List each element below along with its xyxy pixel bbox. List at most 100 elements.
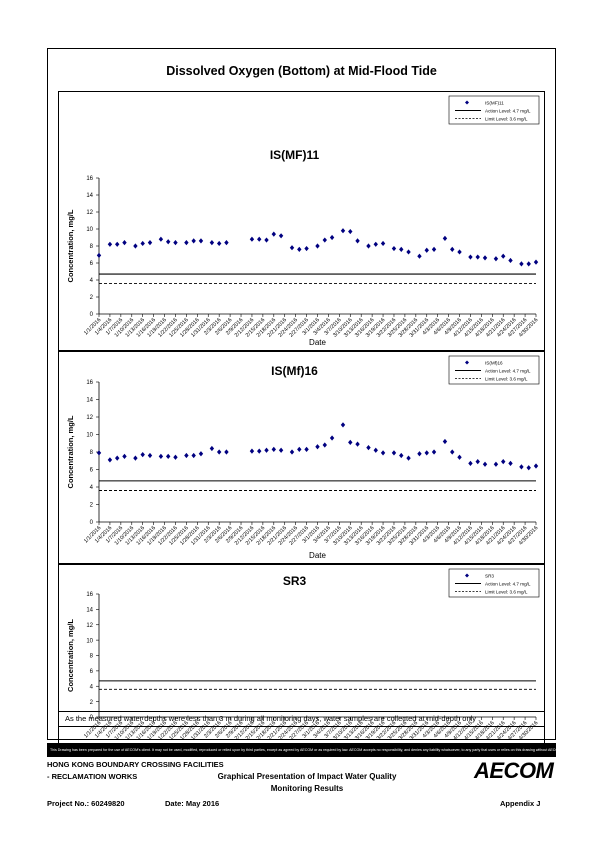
y-tick-label: 8: [90, 244, 94, 250]
data-point: [198, 238, 204, 244]
data-point: [519, 464, 524, 470]
legend-box: [448, 355, 540, 385]
y-tick-label: 6: [90, 669, 94, 675]
project-name-line-2: - RECLAMATION WORKS: [47, 772, 138, 781]
data-point: [315, 444, 320, 450]
data-point: [526, 261, 531, 267]
data-point: [329, 435, 335, 441]
sampling-note: As the measured water depths were less t…: [58, 711, 545, 727]
data-point: [133, 455, 138, 461]
y-tick-label: 10: [86, 227, 93, 233]
data-point: [278, 447, 284, 453]
data-point: [380, 450, 386, 456]
data-point: [191, 238, 196, 244]
y-tick-label: 12: [86, 210, 93, 216]
data-point: [304, 245, 309, 252]
y-tick-label: 4: [90, 485, 94, 491]
legend-entry: Action Level: 4.7 mg/L: [485, 368, 531, 373]
chart-title: SR3: [283, 574, 307, 588]
y-tick-label: 14: [86, 608, 93, 614]
legend-box: [448, 568, 540, 598]
data-point: [501, 253, 506, 259]
data-point: [184, 240, 189, 246]
y-axis-label: Concentration, mg/L: [66, 619, 75, 692]
data-point: [329, 234, 335, 241]
legend-entry: IS(Mf)16: [485, 360, 503, 365]
chart-title: IS(Mf)16: [271, 364, 318, 378]
data-point: [493, 461, 499, 467]
y-tick-label: 14: [86, 398, 93, 404]
data-point: [442, 235, 448, 241]
y-tick-label: 6: [90, 261, 94, 267]
data-point: [322, 237, 327, 243]
data-point: [373, 241, 378, 247]
data-point: [482, 255, 488, 261]
legend-marker: [465, 100, 469, 105]
data-point: [406, 455, 411, 461]
data-point: [271, 446, 276, 452]
data-point: [475, 254, 480, 260]
data-point: [107, 457, 113, 463]
y-tick-label: 2: [90, 295, 94, 301]
data-point: [391, 450, 397, 456]
data-point: [289, 245, 295, 251]
legend-entry: Limit Level: 3.6 mg/L: [485, 376, 528, 381]
data-point: [399, 246, 404, 252]
y-axis-label: Concentration, mg/L: [66, 209, 75, 282]
data-point: [165, 239, 171, 245]
data-point: [224, 240, 229, 246]
chart-title: IS(MF)11: [270, 148, 320, 162]
drawing-frame: Dissolved Oxygen (Bottom) at Mid-Flood T…: [47, 48, 556, 755]
data-point: [366, 445, 371, 451]
chart-svg: IS(Mf)1602468101214161/1/20161/4/20161/7…: [66, 355, 540, 560]
data-point: [508, 460, 513, 466]
data-point: [297, 246, 302, 252]
data-point: [173, 454, 178, 460]
data-point: [122, 453, 127, 459]
data-point: [501, 459, 506, 465]
y-tick-label: 16: [86, 592, 93, 598]
y-tick-label: 2: [90, 503, 94, 509]
data-point: [147, 452, 153, 459]
data-point: [249, 448, 255, 454]
data-point: [399, 452, 404, 459]
data-point: [315, 243, 320, 249]
data-point: [373, 447, 378, 453]
data-point: [366, 243, 371, 249]
data-point: [224, 449, 229, 455]
data-point: [526, 465, 531, 471]
data-point: [468, 460, 473, 466]
y-tick-label: 2: [90, 700, 94, 706]
data-point: [450, 246, 455, 252]
data-point: [173, 240, 178, 246]
data-point: [475, 459, 480, 465]
data-point: [96, 450, 102, 456]
appendix-label: Appendix J: [500, 799, 541, 808]
legend-entry: Limit Level: 3.6 mg/L: [485, 116, 528, 121]
data-point: [482, 461, 488, 467]
data-point: [442, 438, 448, 445]
x-axis-label: Date: [309, 551, 326, 560]
legend-entry: Action Level: 4.7 mg/L: [485, 108, 531, 113]
data-point: [355, 238, 360, 244]
data-point: [271, 231, 276, 237]
legend-marker: [465, 573, 469, 578]
data-point: [165, 453, 171, 459]
project-number: Project No.: 60249820: [47, 799, 125, 808]
data-point: [289, 449, 295, 455]
data-point: [140, 240, 145, 247]
data-point: [431, 449, 437, 455]
data-point: [348, 228, 353, 235]
chart-panel-is-mf16: IS(Mf)16 0 2 4 6 8 10 12 14 16 1/1/2016 1/4/2016 1/7…: [58, 351, 545, 564]
data-point: [140, 452, 145, 458]
main-title: Dissolved Oxygen (Bottom) at Mid-Flood T…: [166, 64, 437, 78]
data-point: [209, 445, 215, 452]
y-tick-label: 10: [86, 638, 93, 644]
data-point: [493, 256, 499, 262]
chart-svg: IS(MF)1102468101214161/1/20161/4/20161/7…: [66, 95, 539, 347]
data-point: [184, 452, 189, 459]
data-point: [278, 233, 284, 239]
data-point: [417, 451, 422, 457]
data-point: [249, 236, 255, 242]
data-point: [322, 442, 327, 448]
